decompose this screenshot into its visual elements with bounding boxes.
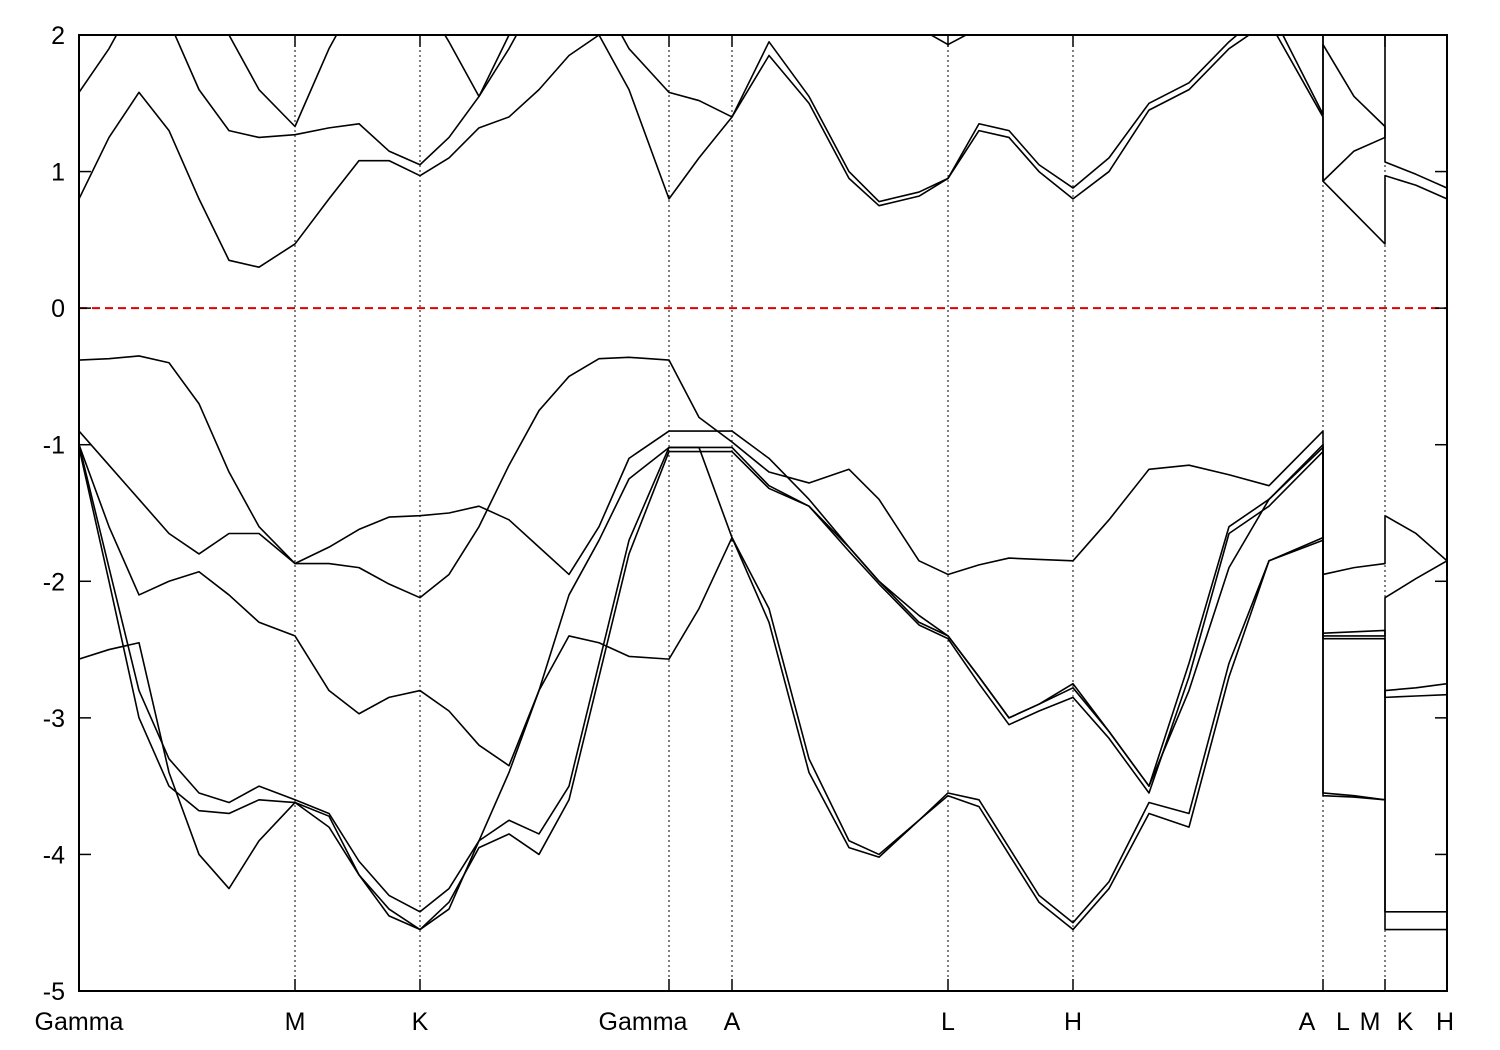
x-tick-label: M xyxy=(1360,1008,1381,1036)
x-tick-label: H xyxy=(1436,1008,1454,1036)
x-tick-label: K xyxy=(412,1008,429,1036)
x-tick-label: A xyxy=(1299,1008,1316,1036)
band-line xyxy=(79,447,1447,931)
band-line xyxy=(79,444,1447,913)
y-tick-label: -2 xyxy=(43,568,65,596)
plot-frame xyxy=(78,34,1448,992)
x-tick-label: M xyxy=(285,1008,306,1036)
x-tick-label: A xyxy=(724,1008,741,1036)
band-line xyxy=(79,536,1447,931)
y-tick-label: -1 xyxy=(43,432,65,460)
y-tick-label: 1 xyxy=(51,159,65,187)
x-tick-label: Gamma xyxy=(599,1008,688,1036)
x-tick-label: K xyxy=(1397,1008,1414,1036)
y-tick-label: -5 xyxy=(43,978,65,1006)
grid-layer xyxy=(79,35,1447,991)
band-line xyxy=(79,355,1447,599)
y-tick-label: 0 xyxy=(51,295,65,323)
y-tick-label: 2 xyxy=(51,22,65,50)
y-tick-label: -4 xyxy=(43,841,65,869)
band-line xyxy=(79,35,1447,203)
band-line xyxy=(228,35,1386,182)
band-line xyxy=(79,35,1447,268)
x-tick-label: Gamma xyxy=(35,1008,124,1036)
data-layer xyxy=(79,35,1447,931)
y-tick-label: -3 xyxy=(43,705,65,733)
x-tick-label: L xyxy=(941,1008,955,1036)
x-tick-label: L xyxy=(1336,1008,1350,1036)
x-tick-label: H xyxy=(1064,1008,1082,1036)
band-line xyxy=(79,444,1447,924)
